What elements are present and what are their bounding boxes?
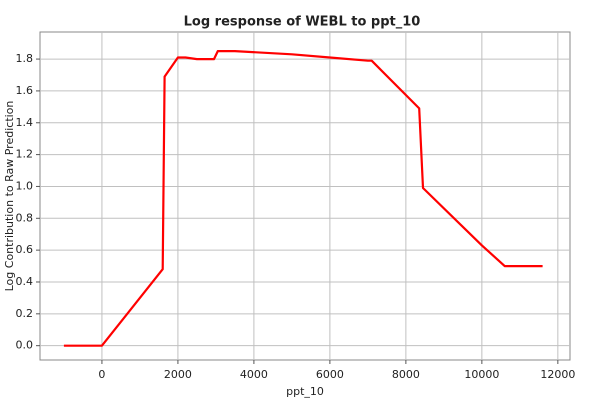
y-tick-label: 0.2 (16, 307, 34, 320)
y-tick-label: 1.0 (16, 179, 34, 192)
y-tick-label: 1.6 (16, 84, 34, 97)
x-tick-label: 2000 (164, 368, 192, 381)
chart-title: Log response of WEBL to ppt_10 (184, 15, 421, 30)
y-tick-label: 1.8 (16, 52, 34, 65)
y-axis-label: Log Contribution to Raw Prediction (3, 101, 16, 292)
y-tick-label: 0.4 (16, 275, 34, 288)
y-tick-label: 0.6 (16, 243, 34, 256)
y-tick-label: 1.2 (16, 148, 34, 161)
x-axis-label: ppt_10 (286, 385, 324, 398)
x-tick-label: 4000 (240, 368, 268, 381)
x-tick-label: 8000 (392, 368, 420, 381)
x-tick-label: 0 (98, 368, 105, 381)
plot-area (39, 31, 571, 361)
x-tick-label: 6000 (316, 368, 344, 381)
y-tick-label: 1.4 (16, 116, 34, 129)
x-tick-label: 12000 (540, 368, 575, 381)
y-tick-label: 0.8 (16, 211, 34, 224)
x-tick-label: 10000 (464, 368, 499, 381)
y-tick-label: 0.0 (16, 339, 34, 352)
data-line (63, 50, 543, 347)
